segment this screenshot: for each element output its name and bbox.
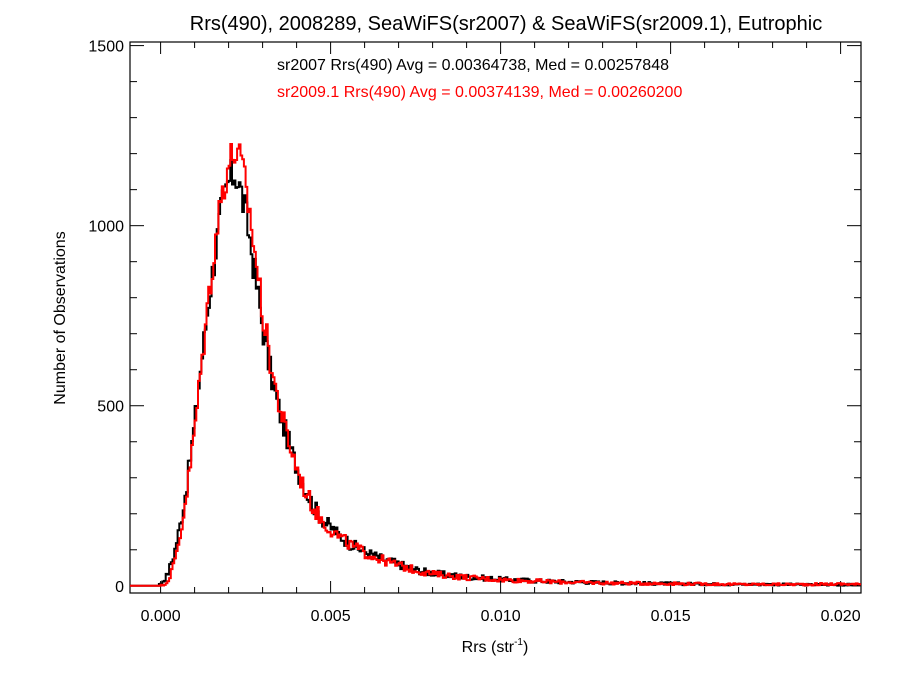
x-tick-label: 0.005 [311,608,351,625]
x-axis-label: Rrs (str-1) [462,637,529,656]
y-tick-label: 1000 [88,219,124,236]
annotation-sr2007: sr2007 Rrs(490) Avg = 0.00364738, Med = … [277,57,669,74]
series-2-line [130,143,861,587]
x-axis-label-close: ) [523,639,528,656]
axis-ticks: 0.000 0.005 0.010 0.015 0.020 0 500 1000 1500 [88,39,861,625]
y-tick-label: 1500 [88,39,124,56]
x-tick-label: 0.015 [651,608,691,625]
x-axis-label-superscript: -1 [514,637,523,648]
y-axis-label: Number of Observations [52,231,69,404]
y-tick-label: 0 [115,579,124,596]
x-tick-label: 0.020 [821,608,861,625]
y-tick-label: 500 [97,399,124,416]
annotation-sr2009-1: sr2009.1 Rrs(490) Avg = 0.00374139, Med … [277,84,682,101]
data-series [130,143,861,587]
x-tick-label: 0.010 [481,608,521,625]
plot-frame [129,41,862,594]
x-tick-label: 0.000 [141,608,181,625]
x-axis-label-main: Rrs (str [462,639,515,656]
chart-title: Rrs(490), 2008289, SeaWiFS(sr2007) & Sea… [190,13,823,35]
series-1-line [130,159,861,587]
